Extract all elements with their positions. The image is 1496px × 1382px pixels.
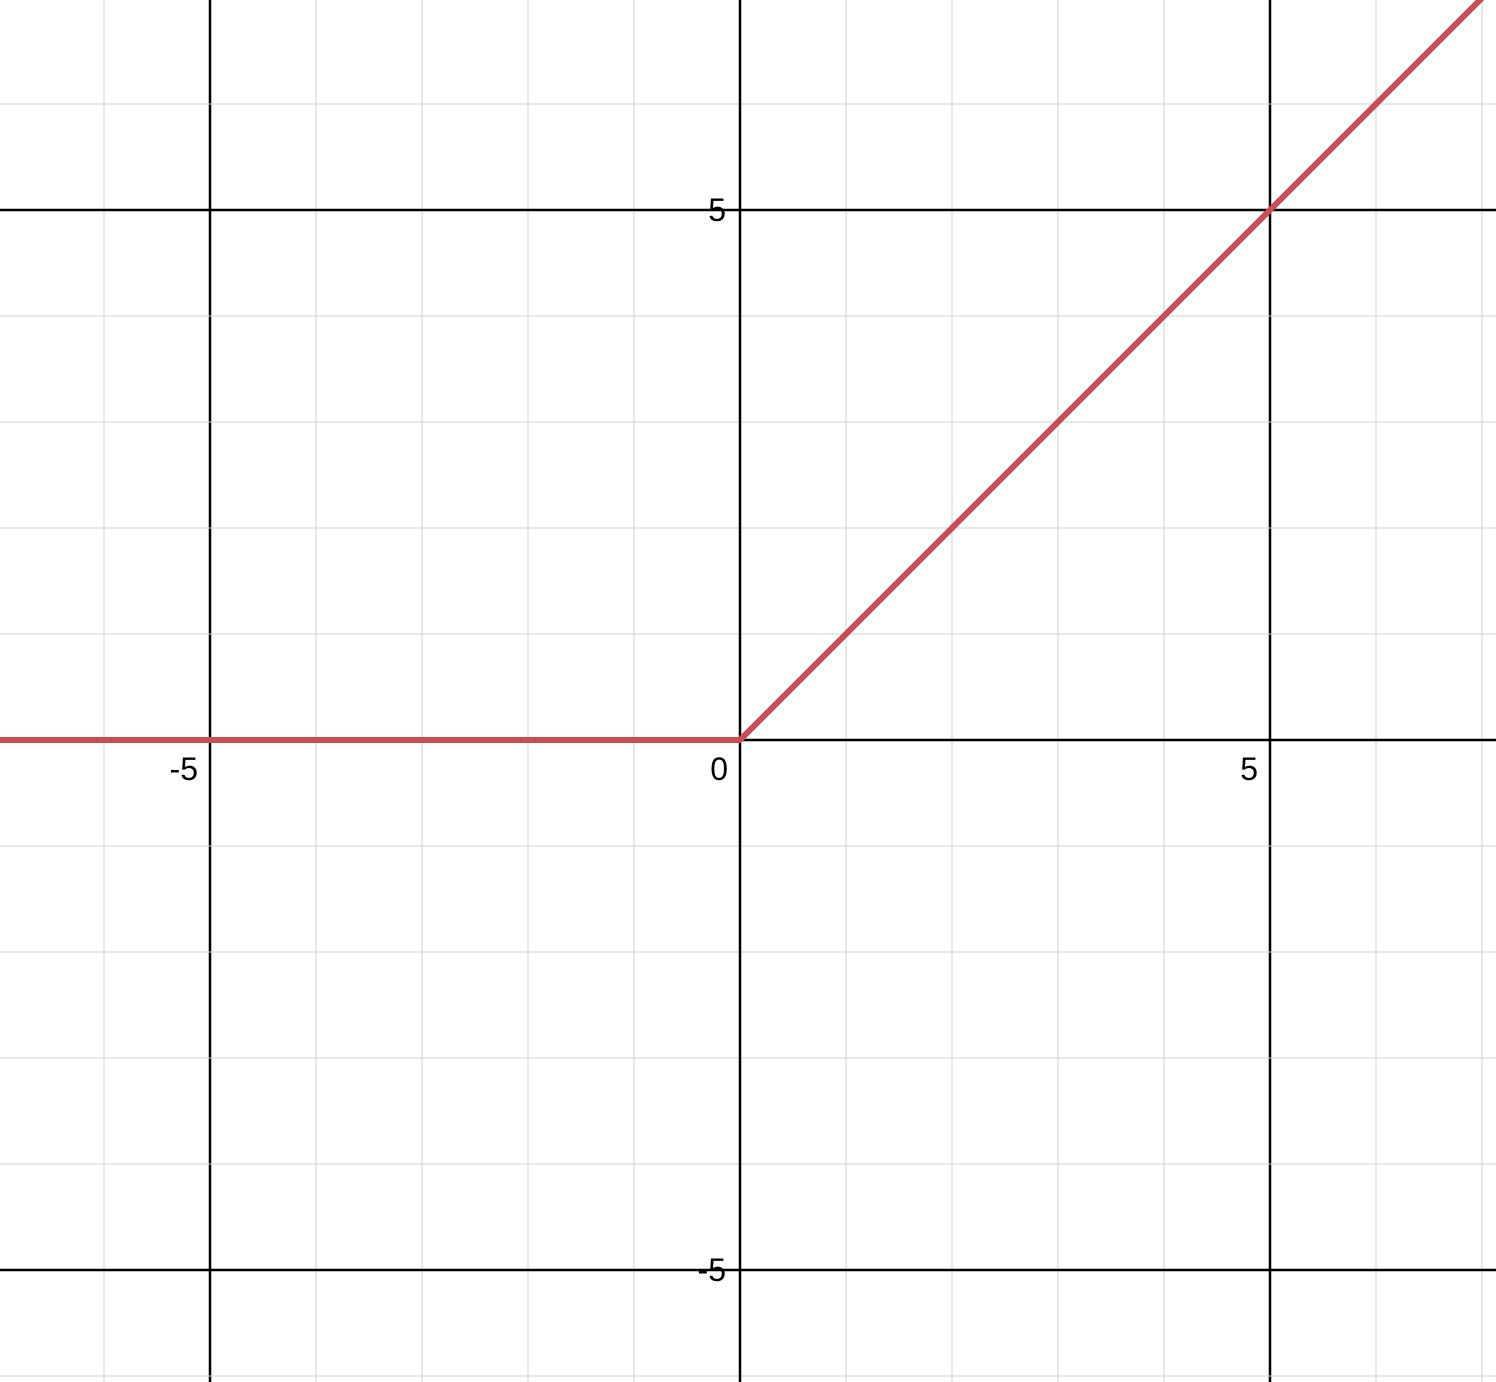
- x-tick-label: 5: [1240, 751, 1258, 787]
- y-tick-label: 5: [708, 192, 726, 228]
- y-tick-label: -5: [698, 1252, 726, 1288]
- x-tick-label: -5: [170, 751, 198, 787]
- x-tick-label: 0: [710, 751, 728, 787]
- coordinate-plane-chart: -5 0 5 5 -5: [0, 0, 1496, 1382]
